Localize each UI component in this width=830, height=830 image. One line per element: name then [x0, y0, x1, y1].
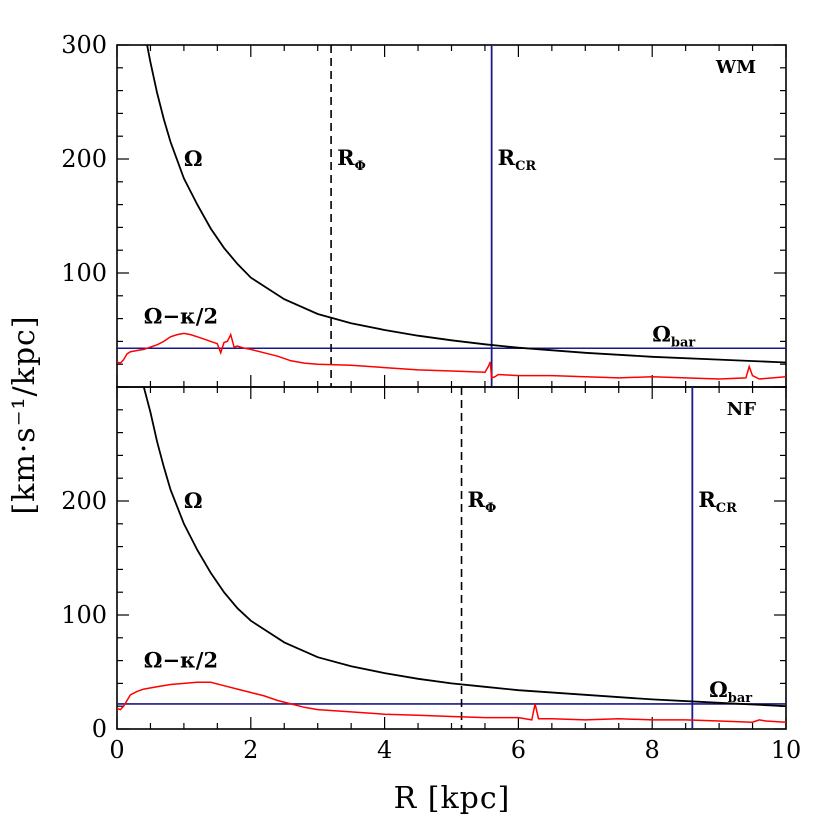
- panel-tag-nf: NF: [727, 399, 756, 420]
- omega-label: Ω: [184, 146, 203, 171]
- series-omega-kappa-curve: [117, 681, 786, 723]
- x-tick-label: 0: [109, 736, 124, 764]
- omega-bar-label: Ωbar: [709, 677, 752, 706]
- x-tick-label: 10: [771, 736, 802, 764]
- x-axis-title: R [kpc]: [394, 781, 511, 816]
- x-tick-label: 2: [243, 736, 258, 764]
- omega-kappa-label: Ω−κ/2: [144, 303, 218, 328]
- y-tick-label: 0: [92, 715, 107, 743]
- omega-label: Ω: [184, 488, 203, 513]
- x-tick-label: 8: [645, 736, 660, 764]
- series-omega-curve: [146, 45, 786, 364]
- x-tick-label: 4: [377, 736, 392, 764]
- y-tick-label: 100: [61, 259, 107, 287]
- r-phi-label: RΦ: [468, 487, 497, 516]
- omega-bar-label: Ωbar: [652, 322, 695, 351]
- panel-tag-wm: WM: [715, 57, 756, 78]
- series-omega-kappa-curve: [117, 332, 786, 380]
- y-tick-label: 200: [61, 487, 107, 515]
- panel-frame-nf: [116, 386, 787, 730]
- r-cr-label: RCR: [498, 145, 537, 174]
- x-tick-label: 6: [511, 736, 526, 764]
- r-phi-label: RΦ: [337, 145, 366, 174]
- y-axis-title: [km·s⁻¹/kpc]: [7, 315, 42, 514]
- y-tick-label: 200: [61, 145, 107, 173]
- y-tick-label: 300: [61, 31, 107, 59]
- series-omega-curve: [142, 387, 786, 708]
- y-tick-label: 100: [61, 601, 107, 629]
- r-cr-label: RCR: [698, 487, 737, 516]
- omega-kappa-label: Ω−κ/2: [144, 648, 218, 673]
